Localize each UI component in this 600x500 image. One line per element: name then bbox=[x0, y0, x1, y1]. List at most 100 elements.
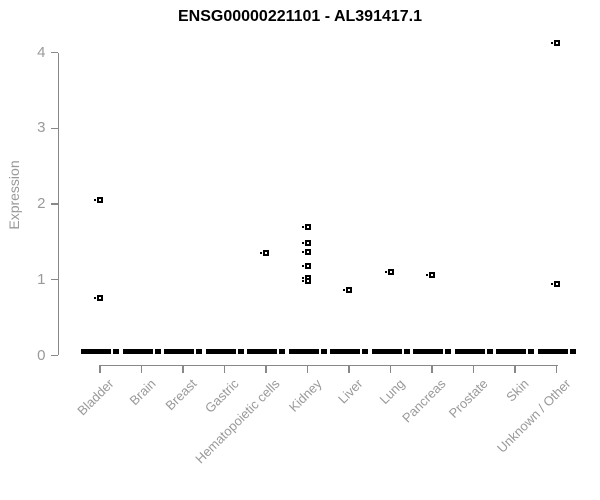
zero-cluster-bar-end bbox=[569, 349, 576, 355]
y-axis-tick bbox=[50, 354, 58, 357]
data-point-marker bbox=[94, 196, 103, 203]
marker-box-hole bbox=[306, 241, 309, 244]
x-axis-line bbox=[100, 364, 558, 366]
marker-box-hole bbox=[306, 250, 309, 253]
x-axis-tick bbox=[348, 364, 350, 373]
marker-box bbox=[429, 272, 435, 279]
data-point-marker bbox=[426, 272, 435, 279]
marker-box-hole bbox=[306, 225, 309, 228]
data-point-marker bbox=[94, 294, 103, 301]
data-point-marker bbox=[384, 269, 394, 276]
marker-whisker bbox=[301, 250, 304, 253]
x-axis-tick bbox=[306, 364, 309, 373]
zero-cluster-bar bbox=[496, 349, 526, 355]
marker-box-hole bbox=[389, 271, 392, 274]
y-axis-title: Expression bbox=[6, 160, 22, 230]
y-tick-label: 1 bbox=[37, 270, 46, 288]
x-axis-tick bbox=[99, 364, 101, 373]
marker-box-hole bbox=[348, 288, 350, 291]
zero-cluster-bar bbox=[330, 349, 360, 355]
marker-box bbox=[304, 223, 311, 230]
zero-cluster-bar bbox=[413, 349, 443, 355]
marker-whisker bbox=[550, 283, 553, 286]
zero-cluster-bar-end bbox=[279, 349, 285, 355]
zero-cluster-bar bbox=[454, 349, 485, 355]
marker-box-hole bbox=[99, 198, 101, 201]
marker-box bbox=[387, 269, 394, 276]
zero-cluster-bar-end bbox=[528, 349, 534, 355]
x-axis-tick bbox=[514, 364, 516, 373]
y-axis-tick bbox=[50, 52, 58, 54]
marker-whisker bbox=[301, 225, 304, 228]
zero-cluster-bar-end bbox=[320, 349, 327, 355]
y-tick-label: 0 bbox=[37, 346, 46, 364]
x-axis-tick bbox=[431, 364, 433, 373]
zero-cluster-bar bbox=[122, 349, 153, 355]
marker-box bbox=[304, 277, 311, 284]
marker-box bbox=[304, 248, 311, 255]
x-axis-tick bbox=[182, 364, 184, 373]
marker-box-hole bbox=[306, 279, 309, 282]
marker-whisker bbox=[426, 274, 428, 277]
marker-whisker bbox=[550, 41, 553, 44]
chart-title: ENSG00000221101 - AL391417.1 bbox=[177, 8, 423, 25]
marker-whisker bbox=[94, 198, 96, 201]
zero-cluster-bar-end bbox=[403, 349, 410, 355]
zero-cluster-bar bbox=[247, 349, 277, 355]
zero-cluster-bar bbox=[371, 349, 402, 355]
zero-cluster-bar bbox=[205, 349, 236, 355]
marker-whisker bbox=[260, 251, 262, 254]
marker-whisker bbox=[301, 241, 304, 244]
marker-whisker bbox=[343, 288, 345, 291]
marker-box bbox=[263, 249, 269, 256]
data-point-marker bbox=[301, 277, 311, 284]
marker-box-hole bbox=[555, 41, 558, 44]
zero-cluster-bar-end bbox=[113, 349, 119, 355]
zero-cluster-bar-end bbox=[154, 349, 161, 355]
y-axis-tick bbox=[50, 279, 58, 281]
data-point-marker bbox=[343, 286, 352, 293]
zero-cluster-bar-end bbox=[237, 349, 244, 355]
data-point-marker bbox=[550, 281, 560, 288]
marker-box bbox=[553, 39, 560, 46]
marker-whisker bbox=[94, 296, 96, 299]
data-point-marker bbox=[301, 263, 311, 270]
marker-box bbox=[304, 263, 311, 270]
marker-box-hole bbox=[306, 265, 309, 268]
data-point-marker bbox=[260, 249, 269, 256]
marker-box-hole bbox=[99, 296, 101, 299]
zero-cluster-bar-end bbox=[486, 349, 493, 355]
marker-box bbox=[346, 286, 352, 293]
marker-box-hole bbox=[431, 274, 433, 277]
marker-box-hole bbox=[555, 283, 558, 286]
marker-whisker bbox=[384, 271, 387, 274]
zero-cluster-bar-end bbox=[445, 349, 451, 355]
y-axis-tick bbox=[50, 127, 58, 130]
marker-box bbox=[304, 239, 311, 246]
marker-box bbox=[97, 294, 103, 301]
y-tick-label: 2 bbox=[37, 195, 46, 213]
y-tick-label: 3 bbox=[37, 119, 46, 137]
marker-box bbox=[97, 196, 103, 203]
x-axis-tick bbox=[555, 364, 558, 373]
data-point-marker bbox=[301, 239, 311, 246]
y-tick-label: 4 bbox=[37, 43, 46, 61]
marker-whisker bbox=[301, 265, 304, 268]
zero-cluster-bar-end bbox=[362, 349, 368, 355]
y-axis-line bbox=[57, 52, 59, 356]
data-point-marker bbox=[550, 39, 560, 46]
marker-whisker bbox=[301, 277, 304, 280]
zero-cluster-bar bbox=[288, 349, 319, 355]
marker-box bbox=[553, 281, 560, 288]
x-axis-tick bbox=[223, 364, 226, 373]
marker-box-hole bbox=[265, 251, 267, 254]
x-axis-tick bbox=[265, 364, 267, 373]
zero-cluster-bar bbox=[537, 349, 568, 355]
zero-cluster-bar bbox=[164, 349, 194, 355]
x-axis-tick bbox=[389, 364, 392, 373]
zero-cluster-bar bbox=[81, 349, 111, 355]
y-axis-tick bbox=[50, 203, 58, 205]
data-point-marker bbox=[301, 248, 311, 255]
x-axis-tick bbox=[472, 364, 475, 373]
